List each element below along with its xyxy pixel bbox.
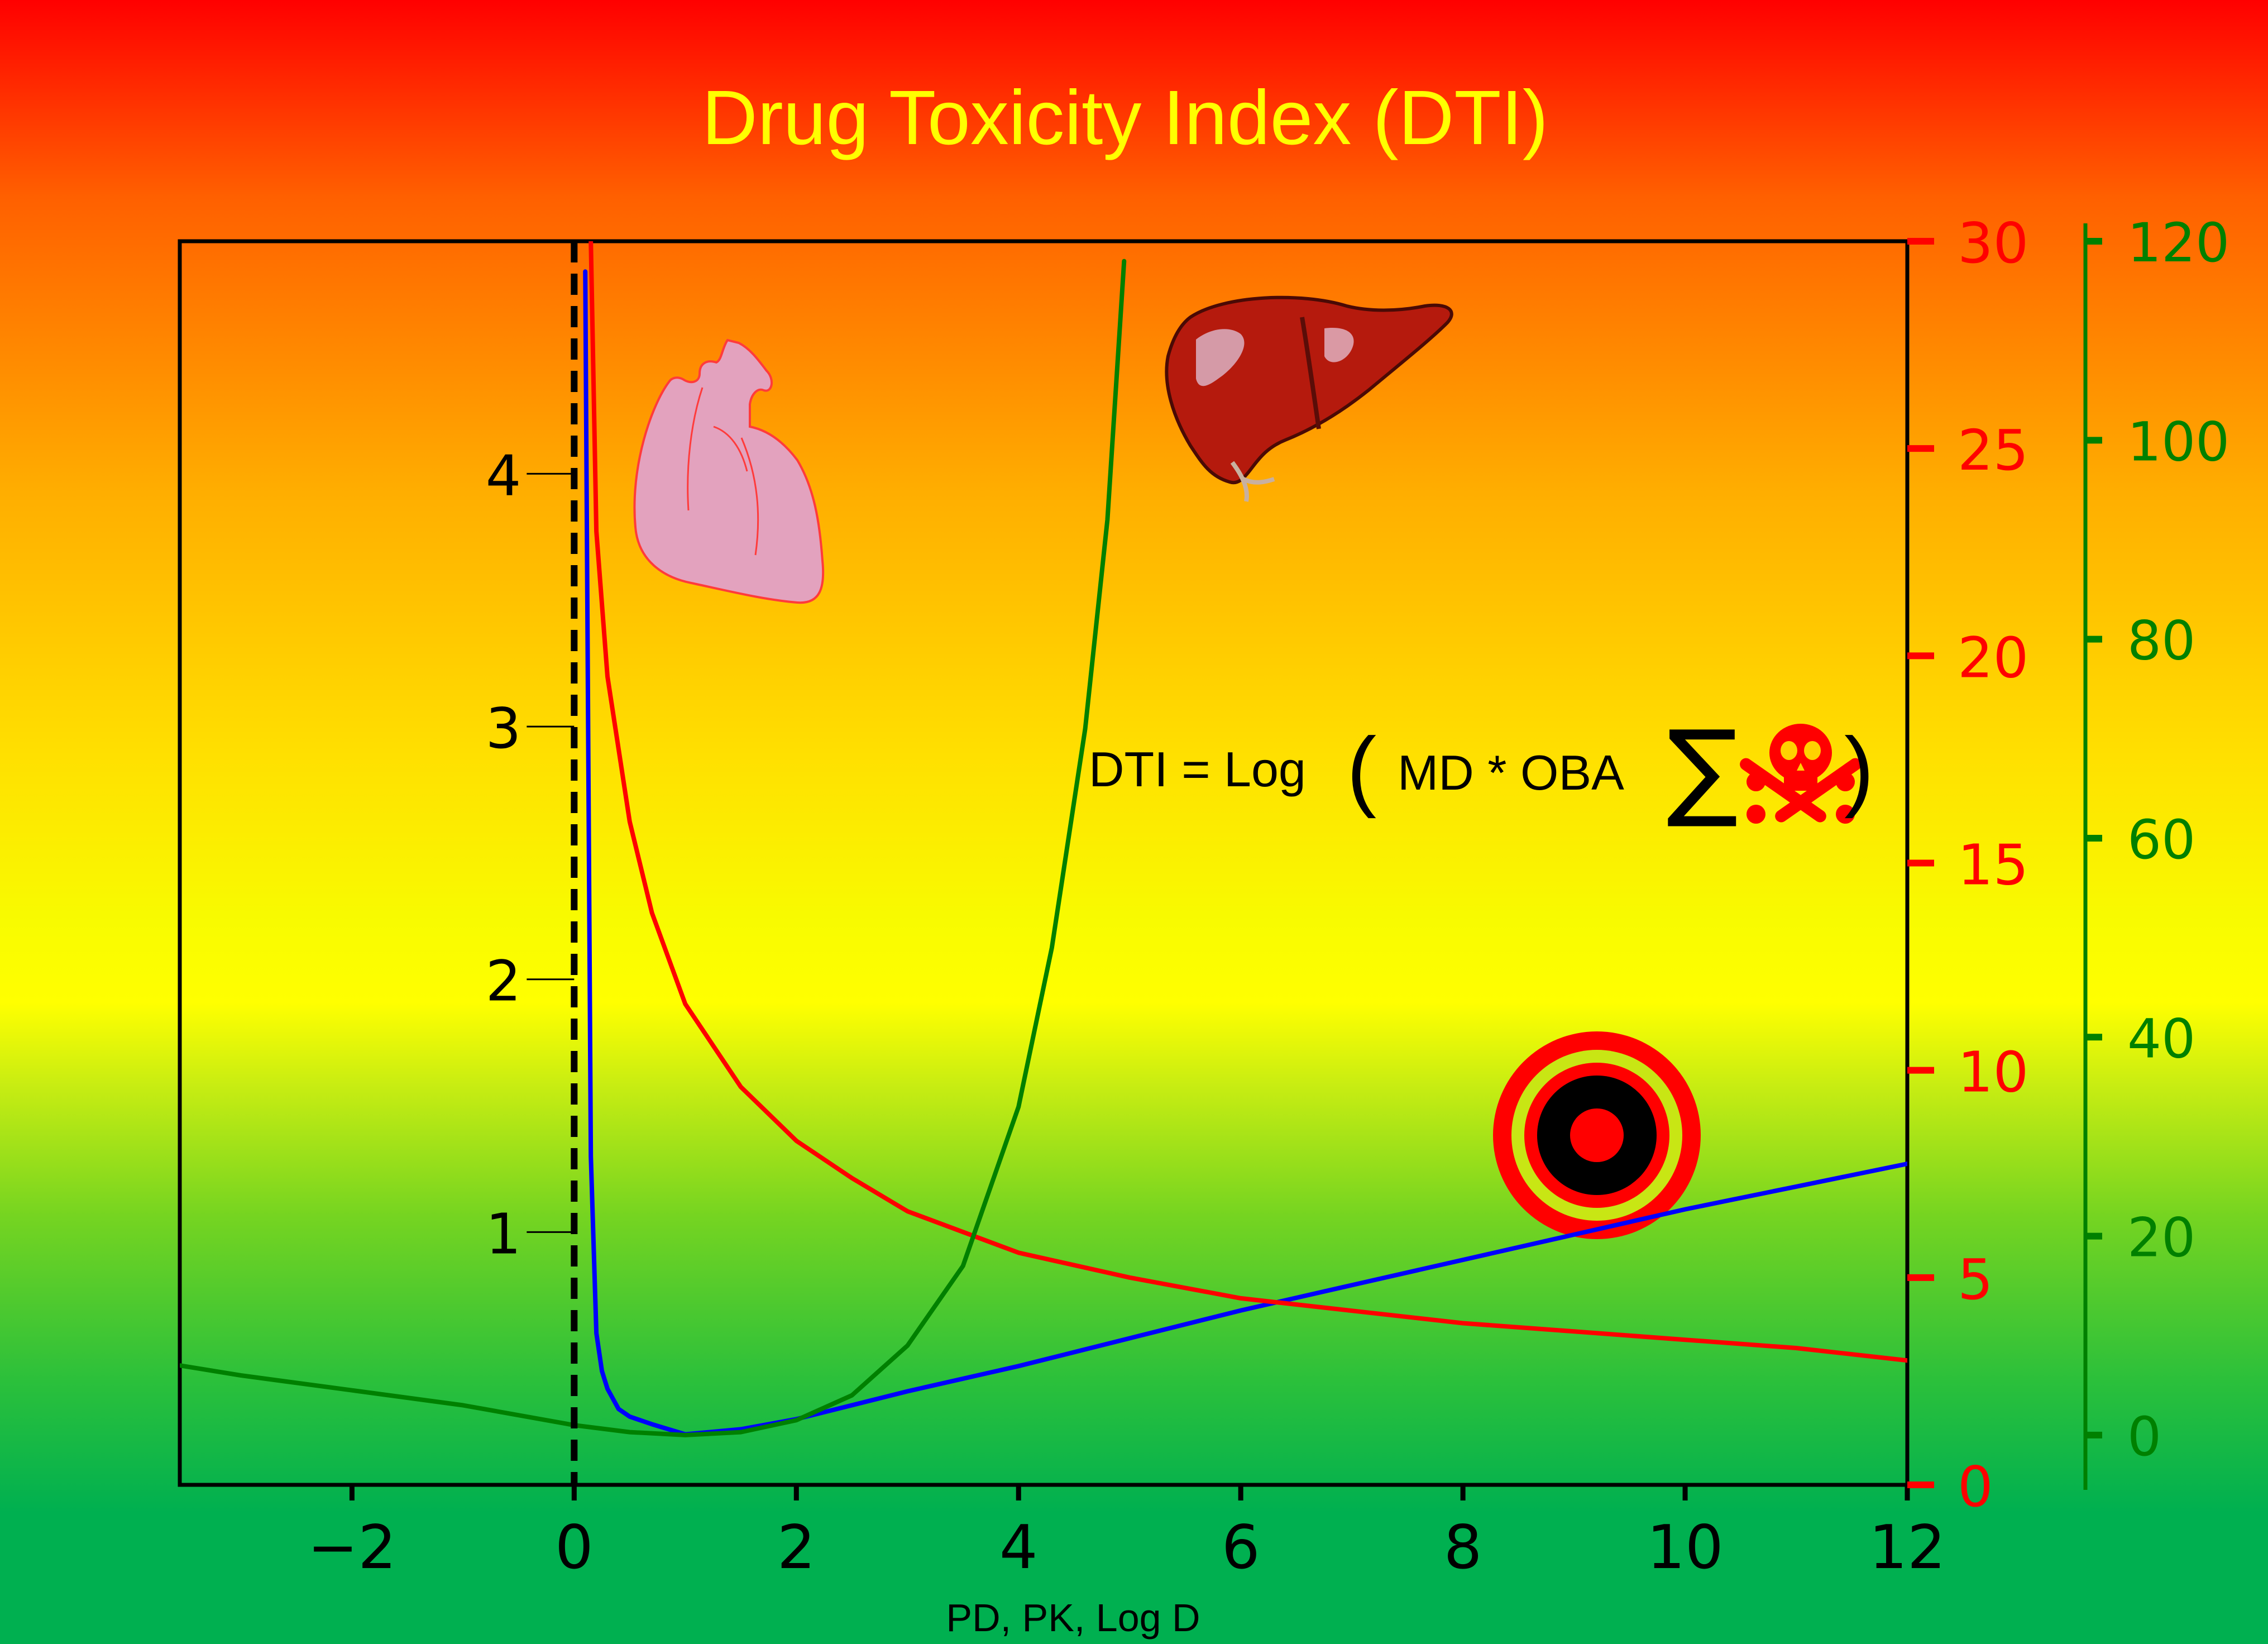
- formula-open-paren: (: [1347, 719, 1376, 819]
- skull-crossbones-icon: [1740, 724, 1862, 824]
- right-green-y-axis: 0 20 40 60 80 100 120: [2083, 212, 2229, 1490]
- right-green-tick-label: 80: [2127, 610, 2195, 672]
- right-green-tick-label: 120: [2127, 212, 2229, 274]
- x-tick-label: 6: [1222, 1513, 1260, 1583]
- chart-title: Drug Toxicity Index (DTI): [702, 75, 1548, 161]
- right-red-tick-label: 15: [1958, 833, 2028, 898]
- right-red-tick-label: 10: [1958, 1040, 2028, 1105]
- series-line-right_red: [588, 241, 1907, 1363]
- right-red-tick-label: 20: [1958, 625, 2028, 690]
- x-tick-label: −2: [308, 1513, 396, 1583]
- x-tick-label: 2: [777, 1513, 816, 1583]
- right-red-tick-label: 5: [1958, 1247, 1993, 1312]
- heart-icon: [633, 338, 825, 604]
- right-green-tick-label: 0: [2127, 1406, 2161, 1468]
- x-tick-label: 10: [1647, 1513, 1723, 1583]
- right-green-tick-label: 20: [2127, 1207, 2195, 1269]
- right-green-tick-label: 60: [2127, 809, 2195, 871]
- liver-icon: [1165, 295, 1453, 502]
- x-axis-label: PD, PK, Log D: [946, 1596, 1200, 1640]
- series-layer: [180, 241, 1907, 1437]
- formula-close-paren: ): [1844, 719, 1874, 819]
- right-green-tick-label: 100: [2127, 410, 2229, 473]
- left-tick-label: 1: [486, 1201, 521, 1267]
- right-red-tick-label: 0: [1958, 1454, 1993, 1519]
- left-tick-label: 3: [486, 696, 521, 761]
- right-red-y-axis: 0 5 10 15 20 25 30: [1907, 211, 2028, 1519]
- plot-frame: [178, 239, 1910, 1487]
- x-tick-label: 12: [1869, 1513, 1945, 1583]
- formula-prefix: DTI = Log: [1089, 742, 1306, 797]
- right-red-tick-label: 25: [1958, 418, 2028, 483]
- formula-annotation: DTI = Log ( MD * OBA ∑ ): [1089, 708, 1874, 831]
- formula-middle: MD * OBA: [1398, 745, 1624, 800]
- left-tick-label: 4: [486, 443, 521, 508]
- series-line-right_green: [180, 259, 1127, 1437]
- x-tick-label: 0: [555, 1513, 594, 1583]
- right-red-tick-label: 30: [1958, 211, 2028, 276]
- x-tick-label: 8: [1444, 1513, 1482, 1583]
- x-tick-label: 4: [999, 1513, 1038, 1583]
- target-icon: [1493, 1031, 1701, 1239]
- right-green-tick-label: 40: [2127, 1007, 2195, 1070]
- formula-sigma: ∑: [1667, 708, 1738, 831]
- left-tick-label: 2: [486, 949, 521, 1014]
- left-y-axis: 1 2 3 4: [486, 443, 575, 1267]
- x-axis: −2 0 2 4 6 8 10 12: [308, 1485, 1946, 1583]
